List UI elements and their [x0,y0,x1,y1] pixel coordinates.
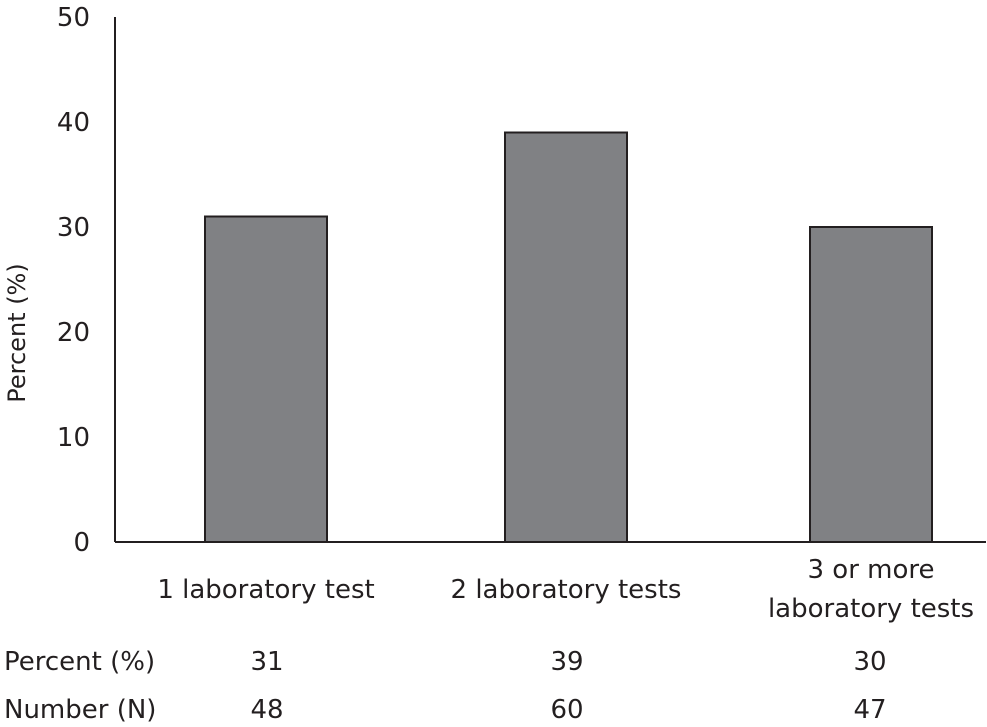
bar [204,215,328,543]
x-category-label: 2 laboratory tests [451,575,682,605]
y-tick-label: 20 [57,318,90,348]
category-labels: 1 laboratory test 2 laboratory tests 3 or … [157,555,974,624]
y-axis-title: Percent (%) [3,263,31,402]
table-row-label: Percent (%) [4,647,155,677]
bar [504,131,628,543]
y-tick-label: 50 [57,3,90,33]
y-axis-ticks: 0 10 20 30 40 50 [57,3,90,558]
x-category-label: 3 or more [807,555,934,585]
table-cell: 60 [550,695,583,725]
table-row-label: Number (N) [4,695,156,725]
bars [204,131,933,543]
table-cell: 48 [250,695,283,725]
y-tick-label: 40 [57,108,90,138]
bar [809,226,933,543]
table-cell: 39 [550,647,583,677]
y-tick-label: 30 [57,213,90,243]
data-table: Percent (%) 31 39 30 Number (N) 48 60 47 [4,647,887,725]
y-tick-label: 10 [57,423,90,453]
y-tick-label: 0 [73,528,90,558]
x-category-label: 1 laboratory test [157,575,374,605]
x-category-label: laboratory tests [768,594,974,624]
table-cell: 47 [853,695,886,725]
table-cell: 30 [853,647,886,677]
table-cell: 31 [250,647,283,677]
